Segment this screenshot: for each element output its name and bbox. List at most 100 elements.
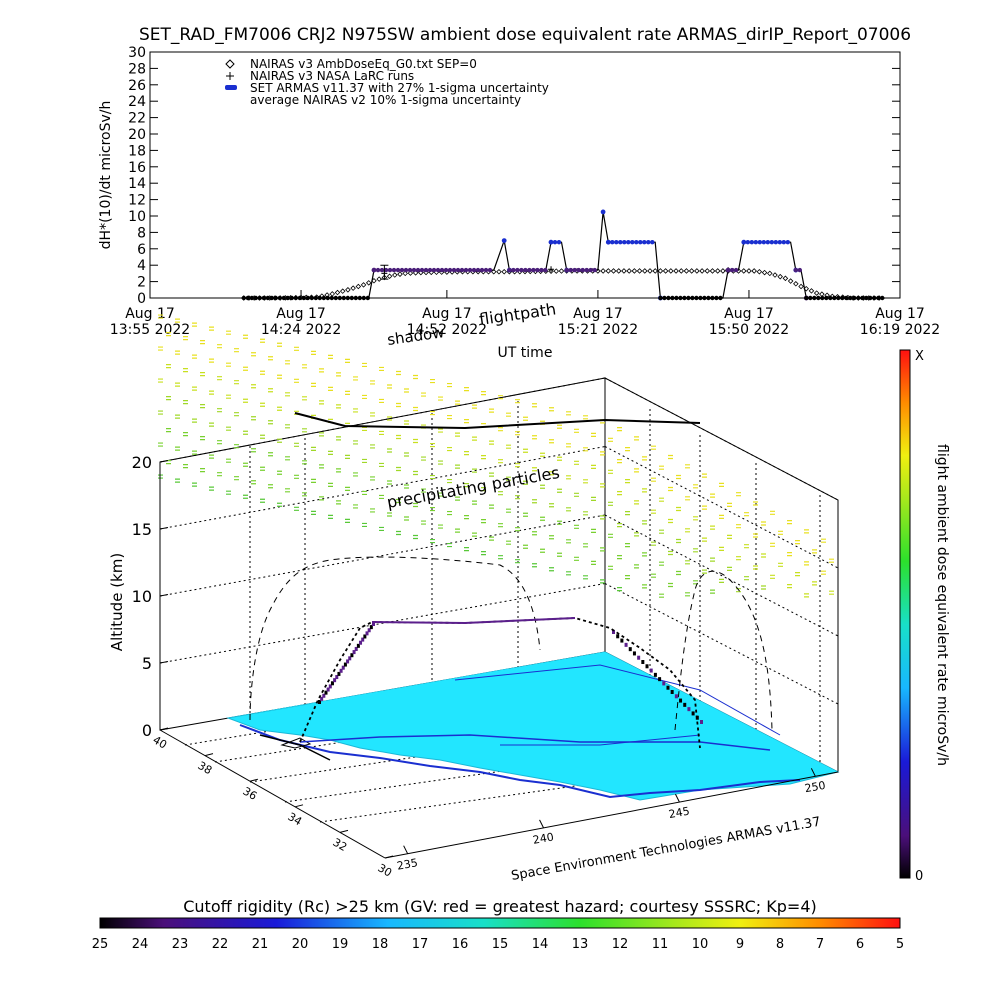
particle-mark	[379, 430, 384, 436]
particle-mark	[447, 414, 452, 420]
particle-mark	[421, 392, 426, 397]
annotation-shadow: shadow	[386, 323, 445, 349]
particle-mark	[234, 444, 239, 449]
particle-mark	[804, 593, 809, 598]
particle-mark	[277, 470, 282, 475]
particle-mark	[183, 368, 188, 373]
particle-mark	[200, 372, 205, 377]
armas-data-point	[618, 240, 623, 245]
particle-mark	[175, 350, 180, 355]
altitude-gridline-right	[604, 514, 839, 637]
y-tick-label: 8	[137, 225, 146, 241]
legend-label: NAIRAS v3 NASA LaRC runs	[250, 69, 414, 83]
particle-mark	[557, 456, 562, 461]
armas-data-point	[765, 240, 770, 245]
flight-dose-marker	[662, 681, 666, 686]
armas-data-point	[375, 267, 381, 273]
ground-map-features	[239, 622, 801, 799]
particle-mark	[413, 438, 418, 444]
particle-mark	[617, 491, 622, 496]
y-tick-label: 16	[128, 160, 146, 176]
armas-data-point	[848, 295, 853, 301]
particle-mark	[175, 446, 180, 451]
colorbar-tick-label: 9	[736, 937, 744, 952]
particle-mark	[676, 474, 681, 480]
colorbar-tick-label: 15	[492, 937, 509, 952]
nairas-diamond-point	[767, 270, 773, 277]
armas-data-point	[816, 295, 821, 301]
colorbar-tick-label: 25	[92, 937, 109, 952]
particle-mark	[319, 496, 324, 501]
particle-mark	[532, 467, 537, 472]
altitude-tick-label: 5	[142, 654, 152, 673]
latitude-tick-label: 38	[196, 759, 215, 777]
altitude-tick-mark	[159, 661, 169, 664]
armas-data-point	[614, 240, 619, 245]
particle-mark	[430, 378, 435, 384]
box-front-edge-right	[384, 771, 839, 859]
dose-rate-colorbar-top-label: X	[915, 349, 924, 364]
armas-data-point	[427, 267, 433, 273]
particle-mark	[761, 553, 766, 558]
particle-mark	[642, 584, 647, 589]
particle-mark	[183, 464, 188, 469]
particle-mark	[345, 390, 350, 395]
precipitating-particles-cloud	[158, 314, 834, 598]
particle-mark	[506, 508, 511, 513]
particle-mark	[311, 478, 316, 483]
particle-mark	[532, 403, 537, 408]
flight-dose-marker	[653, 672, 657, 677]
nairas-diamond-point	[746, 268, 752, 274]
nairas-diamond-point	[704, 268, 711, 274]
x-tick-label-date: Aug 17	[724, 306, 774, 322]
particle-mark	[404, 388, 409, 393]
particle-mark	[243, 462, 248, 467]
colorbar-tick-label: 19	[332, 937, 349, 952]
particle-mark	[574, 524, 579, 529]
particle-mark	[421, 520, 426, 525]
armas-data-point	[419, 267, 425, 273]
particle-mark	[574, 492, 579, 497]
armas-data-point	[773, 240, 778, 245]
particle-mark	[234, 476, 239, 481]
particle-mark	[294, 442, 299, 447]
nairas-diamond-point	[772, 272, 778, 278]
particle-mark	[489, 472, 494, 477]
particle-mark	[251, 384, 256, 389]
armas-data-point	[305, 295, 310, 301]
colorbar-tick-label: 13	[572, 937, 589, 952]
altitude-tick-mark	[159, 460, 169, 463]
uncertainty-error-bar	[380, 264, 389, 280]
particle-mark	[583, 543, 588, 548]
armas-data-point	[650, 240, 655, 245]
particle-mark	[591, 432, 596, 437]
flight-dose-marker	[359, 640, 363, 645]
particle-mark	[166, 363, 171, 369]
particle-mark	[566, 475, 571, 480]
particle-mark	[447, 542, 452, 548]
nairas-diamond-point	[501, 268, 507, 275]
particle-mark	[804, 529, 809, 534]
armas-data-point	[285, 295, 290, 301]
particle-mark	[617, 523, 622, 528]
x-tick-label-date: Aug 17	[422, 306, 472, 322]
colorbar-tick-label: 11	[652, 937, 669, 952]
armas-data-point	[349, 295, 354, 301]
armas-data-point	[535, 267, 540, 273]
altitude-tick-label: 20	[132, 453, 152, 472]
particle-mark	[642, 552, 647, 557]
particle-mark	[362, 522, 367, 528]
particle-mark	[260, 466, 265, 471]
particle-mark	[319, 432, 324, 437]
armas-data-point	[646, 240, 651, 245]
particle-mark	[430, 410, 435, 416]
particle-mark	[251, 416, 256, 421]
flight-dose-marker	[339, 668, 343, 673]
particle-mark	[294, 346, 299, 351]
x-tick-label-time: 14:52 2022	[407, 322, 487, 338]
flight-dose-marker	[666, 685, 670, 690]
nairas-diamond-point	[636, 268, 643, 274]
particle-mark	[617, 555, 622, 560]
particle-mark	[566, 571, 571, 576]
particle-mark	[600, 547, 605, 552]
